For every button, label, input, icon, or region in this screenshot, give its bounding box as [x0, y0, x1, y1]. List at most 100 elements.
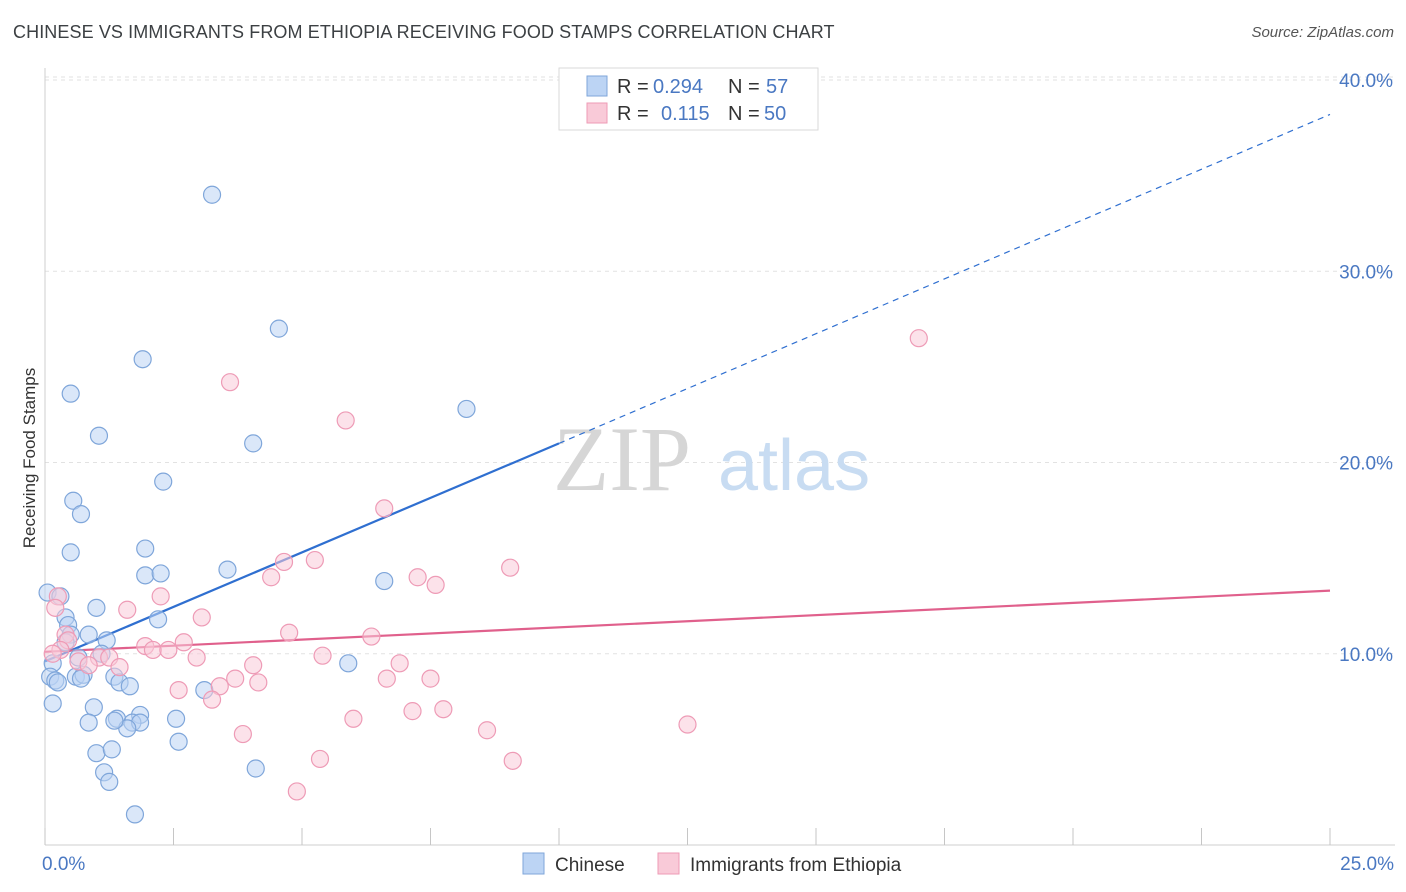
point-ethiopia-21: [143, 640, 163, 660]
point-chinese-12: [218, 560, 237, 579]
point-ethiopia-36: [377, 669, 396, 688]
point-chinese-23: [79, 625, 98, 644]
point-ethiopia-19: [174, 633, 193, 652]
point-ethiopia-31: [110, 658, 129, 677]
legend-ethiopia-n-label: N =: [728, 103, 760, 125]
axes: [44, 68, 1395, 846]
point-chinese-18: [87, 598, 106, 617]
point-chinese-4: [457, 399, 476, 419]
legend-swatch-chinese: [586, 75, 608, 97]
data-points: [38, 185, 928, 824]
point-ethiopia-9: [262, 568, 281, 587]
chart-title: CHINESE VS IMMIGRANTS FROM ETHIOPIA RECE…: [13, 22, 835, 42]
point-ethiopia-14: [192, 608, 211, 627]
bottom-legend-chinese: Chinese: [555, 855, 625, 876]
point-ethiopia-46: [678, 715, 697, 734]
point-chinese-39: [43, 694, 62, 713]
point-ethiopia-37: [421, 669, 440, 688]
point-chinese-48: [169, 732, 188, 751]
point-ethiopia-1: [220, 373, 240, 392]
point-ethiopia-24: [43, 644, 62, 663]
point-ethiopia-40: [202, 690, 222, 709]
legend-chinese-n-value: 57: [766, 76, 788, 98]
x-tick-label-1: 25.0%: [1340, 854, 1394, 875]
point-ethiopia-42: [403, 702, 422, 721]
point-chinese-13: [136, 566, 155, 585]
point-ethiopia-41: [434, 700, 453, 719]
point-chinese-11: [136, 539, 155, 558]
point-ethiopia-39: [210, 677, 229, 696]
y-tick-label-2: 30.0%: [1339, 262, 1393, 283]
point-chinese-54: [125, 805, 145, 824]
point-chinese-52: [100, 772, 119, 791]
point-ethiopia-35: [249, 673, 268, 692]
point-ethiopia-7: [408, 568, 427, 587]
point-chinese-10: [61, 543, 80, 562]
point-chinese-53: [246, 759, 265, 778]
point-chinese-8: [64, 491, 83, 510]
point-ethiopia-32: [244, 656, 263, 675]
trend-lines: [44, 113, 1331, 663]
series-legend: Chinese Immigrants from Ethiopia: [522, 852, 902, 876]
point-ethiopia-47: [310, 749, 330, 769]
legend-chinese-n-label: N =: [728, 76, 760, 98]
y-tick-label-3: 40.0%: [1339, 71, 1393, 92]
point-ethiopia-5: [305, 550, 324, 570]
point-ethiopia-44: [233, 724, 252, 744]
legend-chinese-r-value: 0.294: [653, 76, 703, 98]
legend-ethiopia-r-label: R =: [617, 103, 649, 125]
tick-labels: 10.0% 20.0% 30.0% 40.0% 0.0% 25.0%: [42, 71, 1394, 875]
point-chinese-49: [87, 744, 106, 763]
point-chinese-19: [148, 610, 168, 629]
legend-swatch-ethiopia: [586, 102, 608, 124]
legend-chinese-r-label: R =: [617, 76, 649, 98]
watermark-atlas: atlas: [718, 426, 870, 506]
x-tick-label-0: 0.0%: [42, 854, 85, 875]
point-chinese-45: [166, 709, 186, 728]
legend-ethiopia-n-value: 50: [764, 103, 786, 125]
y-tick-label-1: 20.0%: [1339, 454, 1393, 475]
point-chinese-7: [154, 472, 173, 491]
point-chinese-5: [89, 426, 109, 445]
point-chinese-50: [102, 740, 121, 759]
point-chinese-0: [202, 185, 222, 204]
point-chinese-14: [151, 564, 170, 583]
bottom-legend-swatch-ethiopia: [657, 852, 680, 875]
point-chinese-37: [120, 677, 139, 696]
point-ethiopia-13: [151, 587, 170, 606]
point-ethiopia-17: [280, 623, 299, 642]
point-chinese-32: [48, 673, 67, 692]
point-ethiopia-48: [503, 751, 522, 770]
point-chinese-6: [244, 434, 263, 453]
point-chinese-1: [269, 319, 288, 338]
point-chinese-29: [339, 654, 358, 673]
point-ethiopia-33: [390, 654, 409, 673]
trend-line-chinese: [44, 442, 560, 663]
gridlines: [45, 76, 1395, 655]
legend-ethiopia-r-value: 0.115: [661, 103, 710, 125]
point-ethiopia-0: [909, 329, 928, 348]
point-ethiopia-3: [375, 499, 394, 518]
y-axis-title: Receiving Food Stamps: [20, 368, 39, 548]
point-ethiopia-18: [362, 627, 381, 646]
point-ethiopia-34: [226, 669, 245, 688]
point-chinese-41: [79, 713, 98, 732]
point-ethiopia-2: [336, 411, 355, 430]
trend-extension-chinese: [558, 113, 1331, 444]
point-chinese-15: [375, 571, 394, 591]
source-credit: Source: ZipAtlas.com: [1251, 24, 1394, 41]
watermark: ZIP atlas: [553, 408, 870, 510]
correlation-legend: R = 0.294 N = 57 R = 0.115 N = 50: [558, 67, 819, 131]
point-chinese-55: [105, 711, 124, 730]
point-ethiopia-28: [313, 646, 332, 665]
point-chinese-9: [71, 505, 91, 524]
point-ethiopia-12: [118, 600, 137, 619]
trend-line-ethiopia: [44, 589, 1331, 653]
point-ethiopia-45: [477, 721, 497, 740]
point-ethiopia-30: [79, 656, 98, 675]
bottom-legend-swatch-chinese: [522, 852, 545, 875]
point-ethiopia-11: [46, 598, 65, 617]
bottom-legend-ethiopia: Immigrants from Ethiopia: [690, 855, 902, 876]
point-ethiopia-4: [274, 552, 294, 572]
